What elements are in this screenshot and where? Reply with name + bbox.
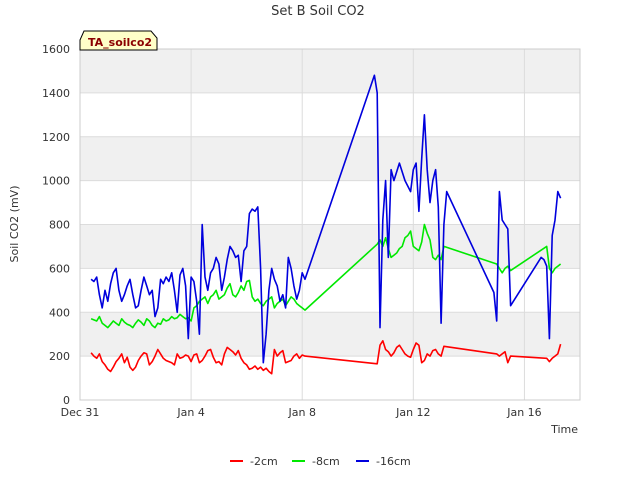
legend-label: -8cm (312, 455, 340, 468)
y-tick-label: 0 (63, 394, 70, 407)
plot-band (80, 312, 580, 357)
badge-label: TA_soilco2 (88, 36, 152, 49)
x-tick-label: Jan 16 (506, 406, 541, 419)
series-line-8cm (90, 223, 562, 329)
y-axis-ticks: 0 200 400 600 800 1000 1200 1400 1600 (42, 43, 70, 407)
gridlines (79, 48, 581, 401)
legend: -2cm -8cm -16cm (230, 455, 411, 468)
y-tick-label: 200 (49, 350, 70, 363)
legend-label: -16cm (376, 455, 411, 468)
series-line-2cm (90, 339, 562, 375)
x-axis-label: Time (550, 423, 578, 436)
plot-band (80, 49, 580, 93)
y-axis-label: Soil CO2 (mV) (8, 186, 21, 263)
chart-title: Set B Soil CO2 (271, 4, 365, 19)
y-tick-label: 1600 (42, 43, 70, 56)
x-tick-label: Jan 12 (395, 406, 430, 419)
plot-border (79, 48, 581, 401)
y-tick-label: 600 (49, 262, 70, 275)
x-tick-label: Jan 8 (287, 406, 315, 419)
x-axis-ticks: Dec 31 Jan 4 Jan 8 Jan 12 Jan 16 (61, 406, 542, 419)
plot-band (80, 224, 580, 269)
y-tick-label: 1400 (42, 87, 70, 100)
y-tick-label: 800 (49, 219, 70, 232)
badge-shape (79, 30, 158, 51)
series-layer (90, 74, 562, 375)
x-tick-label: Dec 31 (61, 406, 100, 419)
station-badge: TA_soilco2 (79, 30, 158, 51)
series-line-16cm (90, 74, 562, 364)
plot-band (80, 136, 580, 181)
y-tick-label: 400 (49, 306, 70, 319)
y-tick-label: 1200 (42, 131, 70, 144)
legend-label: -2cm (250, 455, 278, 468)
y-tick-label: 1000 (42, 175, 70, 188)
x-tick-label: Jan 4 (176, 406, 204, 419)
